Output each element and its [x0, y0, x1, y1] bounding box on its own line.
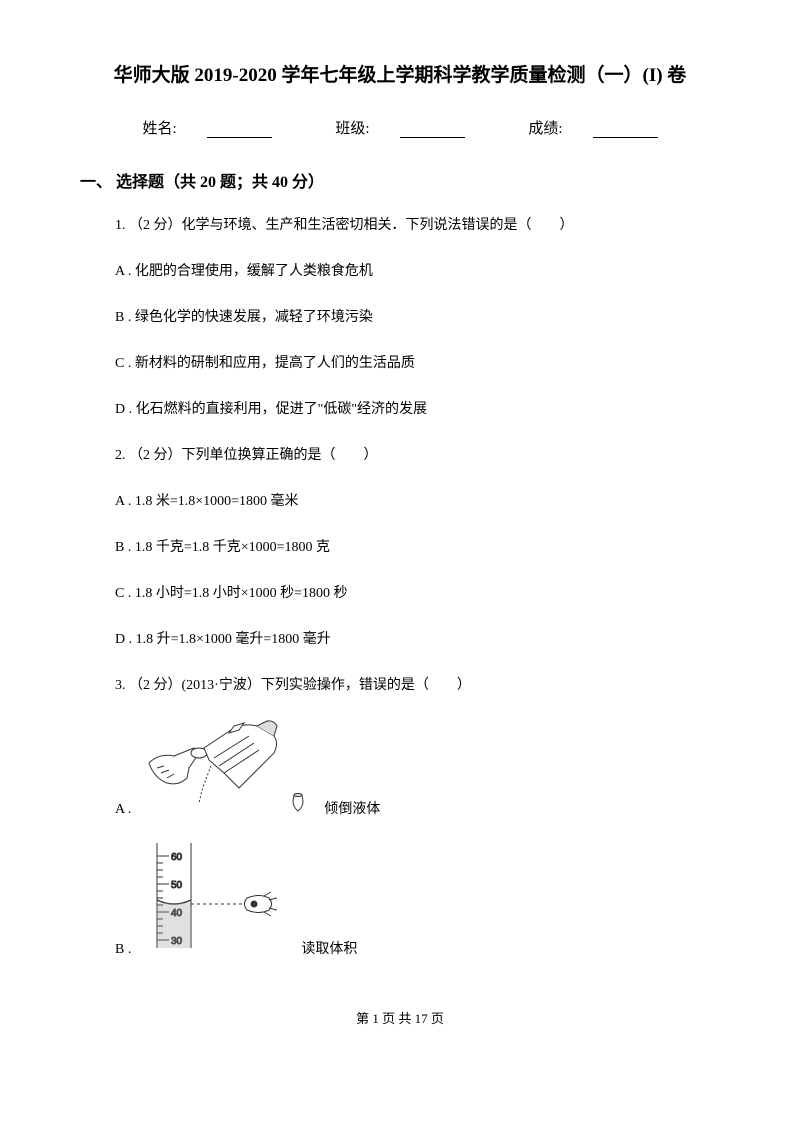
page-title: 华师大版 2019-2020 学年七年级上学期科学教学质量检测（一）(I) 卷 — [80, 60, 720, 87]
question-2-option-c: C . 1.8 小时=1.8 小时×1000 秒=1800 秒 — [115, 580, 720, 608]
question-1-option-b: B . 绿色化学的快速发展，减轻了环境污染 — [115, 304, 720, 332]
question-2-stem: 2. （2 分）下列单位换算正确的是（ ） — [115, 442, 720, 470]
class-label: 班级: — [320, 121, 479, 137]
question-2-option-a: A . 1.8 米=1.8×1000=1800 毫米 — [115, 488, 720, 516]
name-label: 姓名: — [127, 121, 286, 137]
name-blank — [207, 124, 272, 138]
option-b-label: B . — [115, 942, 131, 958]
question-3-option-b: B . 60 50 40 30 — [115, 838, 720, 958]
score-blank — [593, 124, 658, 138]
read-volume-image: 60 50 40 30 — [139, 838, 289, 958]
question-1-stem: 1. （2 分）化学与环境、生产和生活密切相关．下列说法错误的是（ ） — [115, 212, 720, 240]
bottle-stopper-icon — [284, 793, 312, 818]
option-b-text: 读取体积 — [301, 938, 357, 958]
cylinder-mark-50: 50 — [171, 880, 183, 891]
question-1-option-c: C . 新材料的研制和应用，提高了人们的生活品质 — [115, 350, 720, 378]
question-2-option-b: B . 1.8 千克=1.8 千克×1000=1800 克 — [115, 534, 720, 562]
score-label: 成绩: — [513, 121, 672, 137]
question-1-option-a: A . 化肥的合理使用，缓解了人类粮食危机 — [115, 258, 720, 286]
option-a-label: A . — [115, 802, 131, 818]
cylinder-mark-60: 60 — [171, 852, 183, 863]
student-info-line: 姓名: 班级: 成绩: — [80, 117, 720, 138]
question-2-option-d: D . 1.8 升=1.8×1000 毫升=1800 毫升 — [115, 626, 720, 654]
section-header: 一、 选择题（共 20 题；共 40 分） — [80, 168, 720, 192]
class-blank — [400, 124, 465, 138]
page-footer: 第 1 页 共 17 页 — [80, 1008, 720, 1027]
question-1-option-d: D . 化石燃料的直接利用，促进了"低碳"经济的发展 — [115, 396, 720, 424]
pour-liquid-image — [139, 718, 284, 818]
question-3-option-a: A . 倾倒液体 — [115, 718, 720, 818]
question-3-stem: 3. （2 分）(2013·宁波）下列实验操作，错误的是（ ） — [115, 672, 720, 700]
option-a-text: 倾倒液体 — [324, 798, 380, 818]
